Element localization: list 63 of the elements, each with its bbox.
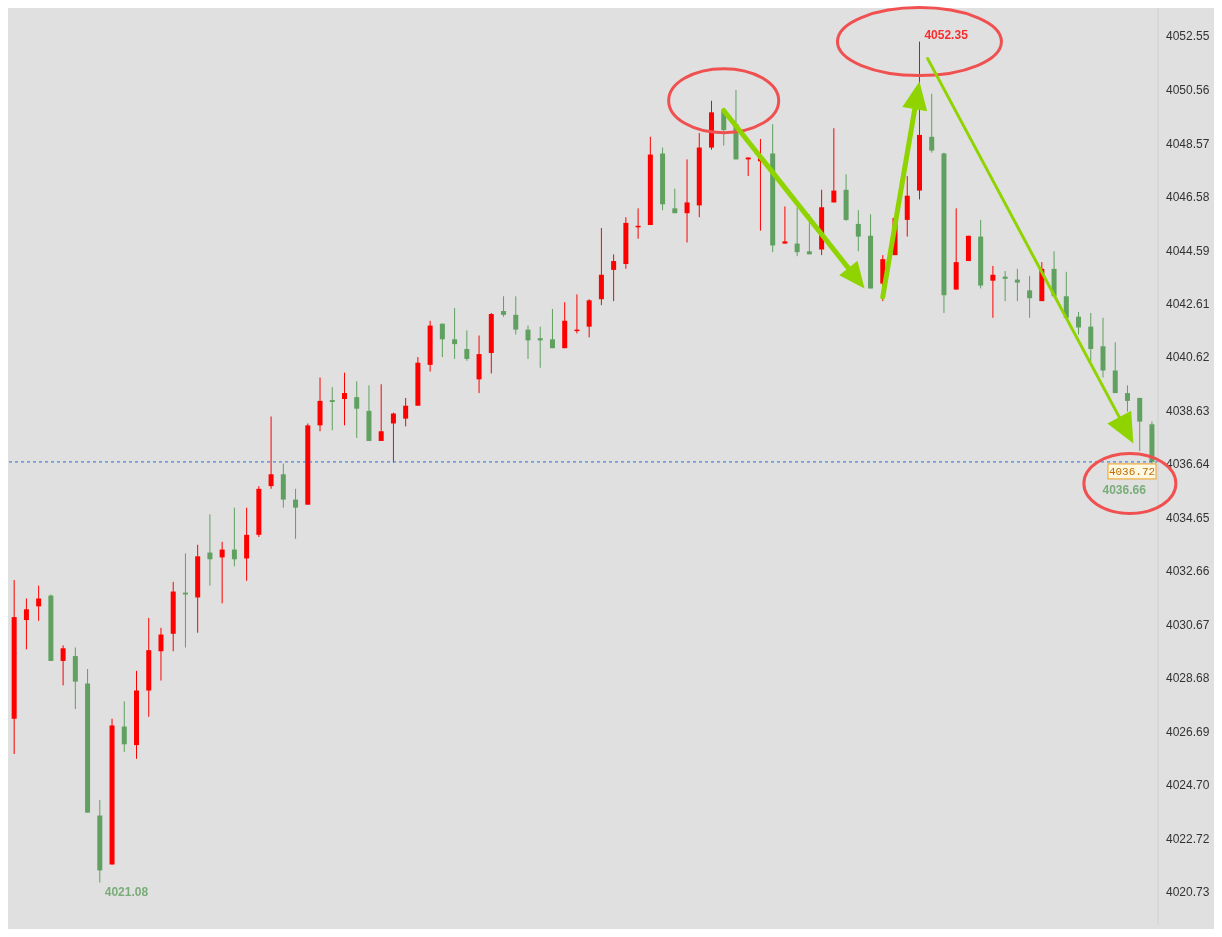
y-tick-label: 4042.61 (1166, 296, 1210, 311)
candlestick (929, 93, 935, 154)
candlestick (293, 488, 299, 540)
candlestick (1076, 311, 1082, 335)
candlestick (513, 295, 519, 335)
candlestick (36, 585, 42, 622)
candlestick (268, 415, 274, 490)
candlestick (439, 323, 445, 358)
candlestick (1137, 397, 1143, 452)
candlestick (158, 627, 164, 682)
candlestick (831, 127, 837, 203)
annotation: 4052.35 (924, 27, 969, 42)
y-tick-label: 4022.72 (1166, 831, 1210, 846)
y-tick-label: 4028.68 (1166, 671, 1210, 686)
y-tick-label: 4030.67 (1166, 617, 1210, 632)
candlestick (329, 386, 335, 431)
y-tick-label: 4020.73 (1166, 885, 1210, 900)
annotation: 4036.66 (1102, 482, 1147, 497)
candlestick (341, 372, 347, 426)
y-tick-label: 4046.58 (1166, 190, 1210, 205)
candlestick (990, 265, 996, 319)
candlestick (672, 188, 678, 214)
y-tick-label: 4048.57 (1166, 136, 1210, 151)
candlestick (23, 598, 29, 650)
candlestick (1002, 270, 1008, 302)
candlestick (403, 397, 409, 427)
candlestick (501, 295, 507, 318)
y-tick-label: 4032.66 (1166, 564, 1210, 579)
candlestick (782, 205, 788, 245)
y-tick-label: 4036.64 (1166, 457, 1210, 472)
candlestick (684, 158, 690, 243)
candlestick (525, 325, 531, 360)
y-tick-label: 4040.62 (1166, 350, 1210, 365)
candlestick (549, 308, 555, 349)
candlestick (1088, 312, 1094, 362)
candlestick (537, 326, 543, 369)
candlestick (1124, 384, 1130, 413)
y-tick-label: 4052.55 (1166, 29, 1210, 44)
y-tick-label: 4024.70 (1166, 778, 1210, 793)
candlestick (855, 209, 861, 252)
annotation: 4021.08 (104, 884, 149, 899)
y-tick-label: 4034.65 (1166, 510, 1210, 525)
candlestick (378, 383, 384, 442)
candlestick (464, 329, 470, 362)
y-tick-label: 4050.56 (1166, 83, 1210, 98)
candlestick (390, 412, 396, 463)
candlestick (121, 700, 127, 753)
candlestick (182, 552, 188, 648)
y-tick-label: 4038.63 (1166, 403, 1210, 418)
ref-line-label: 4036.72 (1108, 466, 1156, 479)
candlestick (219, 541, 225, 604)
candlestick (354, 380, 360, 439)
y-tick-label: 4044.59 (1166, 243, 1210, 258)
candlestick (1014, 268, 1020, 302)
candlestick (1112, 341, 1118, 394)
candlestick (244, 507, 250, 582)
candlestick (1027, 275, 1033, 319)
candlestick (231, 507, 237, 567)
candlestick (794, 206, 800, 257)
candlestick (60, 644, 66, 686)
candlestick (452, 307, 458, 360)
candlestick (611, 253, 617, 302)
y-tick-label: 4026.69 (1166, 724, 1210, 739)
